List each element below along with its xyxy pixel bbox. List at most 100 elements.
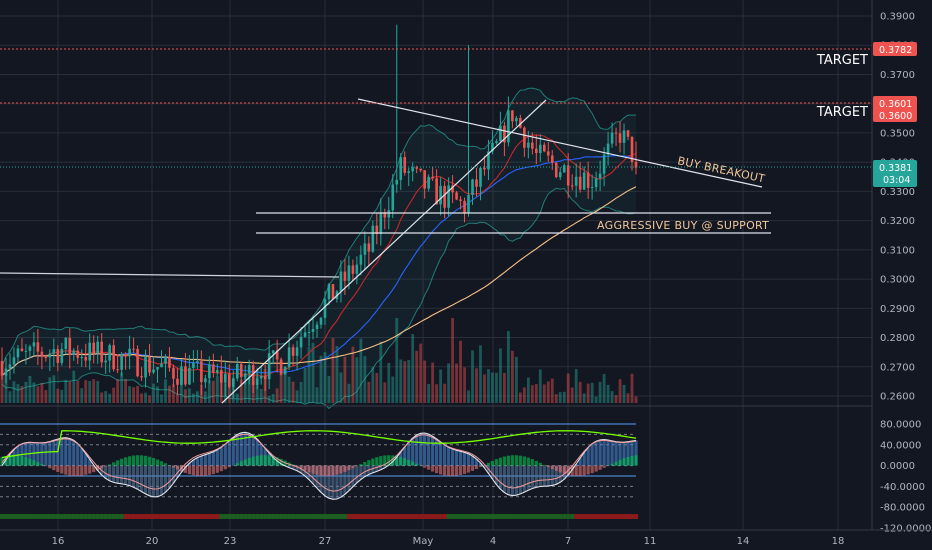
oscillator-histogram bbox=[239, 432, 243, 466]
oscillator-state-bar bbox=[566, 514, 571, 519]
volume-bar bbox=[582, 393, 586, 403]
oscillator-state-bar bbox=[378, 514, 383, 519]
candle-body bbox=[614, 132, 618, 134]
oscillator-axis[interactable]: 80.0000 40.0000 0.0000 -40.0000 -80.0000 -120… bbox=[880, 420, 931, 535]
svg-text:0.3600: 0.3600 bbox=[879, 111, 912, 122]
time-tick-label: 11 bbox=[644, 536, 657, 547]
oscillator-momentum bbox=[175, 465, 180, 470]
oscillator-momentum bbox=[0, 456, 4, 466]
oscillator-state-bar bbox=[342, 514, 348, 519]
oscillator-state-bar bbox=[430, 514, 435, 519]
drawings[interactable] bbox=[0, 98, 771, 404]
oscillator-state-bar bbox=[590, 514, 595, 519]
oscillator-state-bar bbox=[354, 514, 359, 519]
volume-bar bbox=[383, 382, 387, 403]
volume-bar bbox=[148, 395, 151, 403]
candle-body bbox=[527, 142, 530, 148]
oscillator-state-bar bbox=[386, 514, 391, 519]
oscillator-state-bar bbox=[410, 514, 415, 519]
oscillator-state-bar bbox=[19, 514, 25, 519]
volume-bar bbox=[598, 381, 602, 403]
oscillator-histogram bbox=[446, 447, 451, 466]
oscillator-state-bar bbox=[247, 514, 252, 519]
time-tick-label: 18 bbox=[832, 536, 845, 547]
oscillator-histogram bbox=[163, 465, 168, 493]
oscillator-momentum bbox=[538, 462, 542, 466]
rising-trend-line[interactable] bbox=[221, 99, 547, 404]
price-tick-label: 0.2900 bbox=[880, 304, 915, 315]
volume-bar bbox=[491, 372, 494, 403]
candlesticks[interactable] bbox=[0, 24, 638, 399]
oscillator-momentum bbox=[187, 465, 192, 475]
volume-bar bbox=[522, 387, 526, 403]
oscillator-momentum bbox=[251, 456, 255, 466]
candle-body bbox=[315, 324, 319, 329]
oscillator-histogram bbox=[231, 437, 235, 466]
oscillator-panel[interactable] bbox=[0, 423, 639, 519]
candle-body bbox=[347, 265, 351, 281]
oscillator-state-bar bbox=[175, 514, 180, 519]
volume-bar bbox=[104, 391, 108, 403]
oscillator-state-bar bbox=[474, 514, 479, 519]
oscillator-histogram bbox=[363, 465, 367, 477]
oscillator-momentum bbox=[542, 464, 546, 466]
ma-red bbox=[1, 134, 637, 378]
oscillator-histogram bbox=[458, 451, 463, 466]
oscillator-momentum bbox=[339, 465, 343, 474]
oscillator-histogram bbox=[546, 465, 550, 486]
oscillator-state-bar bbox=[51, 514, 56, 519]
volume-bar bbox=[375, 372, 379, 403]
candle-body bbox=[88, 342, 92, 361]
candle-body bbox=[407, 171, 411, 173]
oscillator-histogram bbox=[586, 447, 590, 466]
oscillator-momentum bbox=[4, 455, 8, 466]
oscillator-momentum bbox=[359, 464, 363, 466]
time-axis[interactable]: 16 20 23 27 May 4 7 11 14 18 bbox=[52, 536, 845, 547]
oscillator-histogram bbox=[167, 465, 172, 489]
volume-bar bbox=[188, 388, 191, 403]
volume-bar bbox=[20, 386, 24, 403]
oscillator-state-bar bbox=[330, 514, 336, 519]
volume-bar bbox=[16, 384, 20, 403]
candle-body bbox=[40, 351, 44, 357]
oscillator-state-bar bbox=[131, 514, 136, 519]
candle-body bbox=[327, 284, 331, 300]
volume-bar bbox=[96, 381, 100, 403]
candle-body bbox=[16, 348, 20, 358]
oscillator-momentum bbox=[151, 457, 156, 466]
volume-bar bbox=[24, 381, 28, 403]
candle-body bbox=[602, 154, 606, 174]
oscillator-histogram bbox=[327, 465, 331, 499]
target-lines[interactable] bbox=[0, 48, 872, 168]
oscillator-state-bar bbox=[255, 514, 260, 519]
volume-bar bbox=[602, 374, 606, 403]
oscillator-histogram bbox=[351, 465, 355, 487]
oscillator-momentum bbox=[562, 465, 566, 474]
oscillator-histogram bbox=[510, 465, 514, 496]
candle-body bbox=[570, 185, 574, 187]
old-resistance-line[interactable] bbox=[0, 272, 340, 278]
candle-body bbox=[479, 167, 482, 187]
candle-body bbox=[172, 367, 175, 379]
oscillator-histogram bbox=[379, 465, 383, 470]
volume-bar bbox=[443, 383, 447, 403]
oscillator-histogram bbox=[423, 433, 427, 466]
oscillator-state-bar bbox=[478, 514, 483, 519]
oscillator-state-bar bbox=[362, 514, 367, 519]
candle-body bbox=[271, 350, 275, 354]
candle-body bbox=[451, 185, 454, 193]
oscillator-momentum bbox=[24, 457, 28, 466]
candle-body bbox=[307, 331, 311, 333]
candle-body bbox=[196, 361, 199, 363]
oscillator-histogram bbox=[124, 465, 128, 485]
oscillator-momentum bbox=[427, 465, 431, 470]
candle-body bbox=[251, 365, 255, 386]
volume-bar bbox=[56, 388, 60, 403]
oscillator-histogram bbox=[578, 458, 582, 466]
oscillator-momentum bbox=[120, 458, 124, 466]
oscillator-momentum bbox=[514, 455, 518, 466]
candle-body bbox=[578, 176, 582, 190]
descending-trend-line[interactable] bbox=[357, 98, 763, 188]
oscillator-state-bar bbox=[406, 514, 411, 519]
